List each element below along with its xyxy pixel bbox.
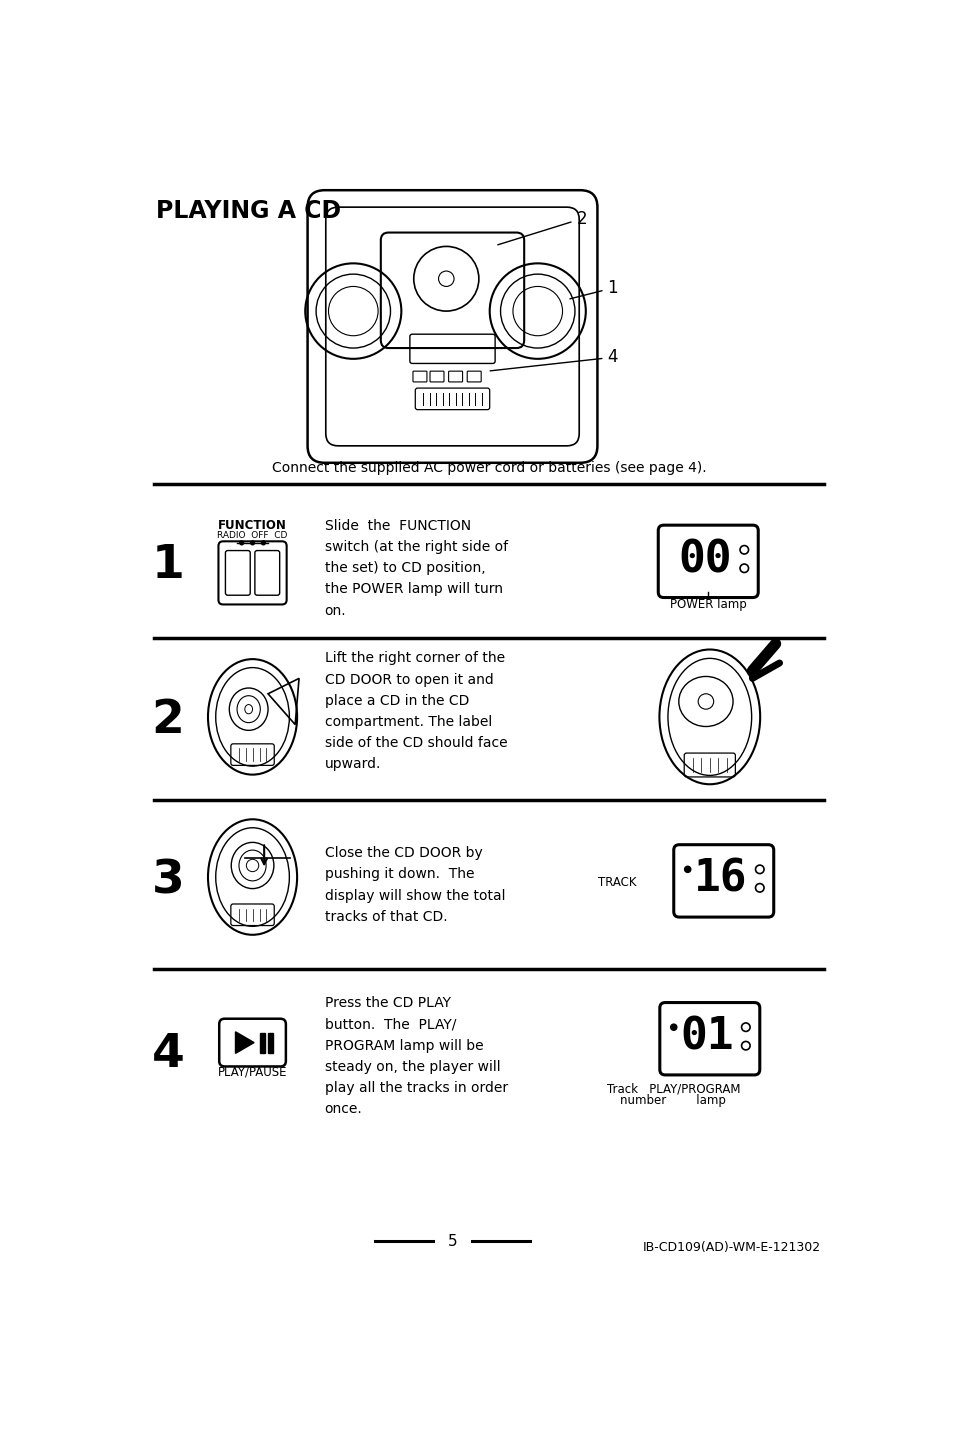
Circle shape — [261, 541, 265, 545]
Circle shape — [684, 866, 690, 873]
Text: 4: 4 — [152, 1032, 184, 1076]
Text: 16: 16 — [693, 857, 746, 902]
Text: RADIO  OFF  CD: RADIO OFF CD — [217, 531, 288, 539]
Text: 1: 1 — [152, 542, 184, 588]
Text: IB-CD109(AD)-WM-E-121302: IB-CD109(AD)-WM-E-121302 — [641, 1241, 820, 1254]
FancyBboxPatch shape — [658, 525, 758, 598]
Text: POWER lamp: POWER lamp — [669, 598, 746, 611]
FancyBboxPatch shape — [673, 844, 773, 917]
Circle shape — [740, 1023, 749, 1032]
Circle shape — [251, 541, 254, 545]
Polygon shape — [235, 1032, 253, 1053]
Text: number        lamp: number lamp — [619, 1093, 725, 1106]
Circle shape — [740, 1042, 749, 1050]
Text: 00: 00 — [678, 538, 731, 581]
Circle shape — [239, 541, 243, 545]
Bar — [268, 1033, 273, 1053]
Text: 3: 3 — [152, 859, 184, 903]
Text: 1: 1 — [569, 279, 618, 299]
Text: Slide  the  FUNCTION
switch (at the right side of
the set) to CD position,
the P: Slide the FUNCTION switch (at the right … — [324, 519, 507, 618]
Text: 01: 01 — [679, 1016, 733, 1059]
Text: PLAY/PAUSE: PLAY/PAUSE — [217, 1065, 287, 1079]
FancyBboxPatch shape — [659, 1003, 759, 1075]
Circle shape — [670, 1025, 676, 1030]
Text: Lift the right corner of the
CD DOOR to open it and
place a CD in the CD
compart: Lift the right corner of the CD DOOR to … — [324, 651, 507, 771]
Circle shape — [740, 564, 748, 572]
Bar — [260, 1033, 265, 1053]
Text: TRACK: TRACK — [597, 876, 636, 889]
Text: Close the CD DOOR by
pushing it down.  The
display will show the total
tracks of: Close the CD DOOR by pushing it down. Th… — [324, 846, 504, 923]
Text: Press the CD PLAY
button.  The  PLAY/
PROGRAM lamp will be
steady on, the player: Press the CD PLAY button. The PLAY/ PROG… — [324, 996, 507, 1116]
Text: 2: 2 — [497, 210, 586, 245]
Text: 2: 2 — [152, 698, 184, 743]
Text: 5: 5 — [447, 1234, 456, 1249]
Text: PLAYING A CD: PLAYING A CD — [156, 199, 341, 223]
Text: Connect the supplied AC power cord or batteries (see page 4).: Connect the supplied AC power cord or ba… — [272, 461, 705, 475]
Text: FUNCTION: FUNCTION — [218, 518, 287, 532]
Circle shape — [755, 866, 763, 873]
Text: 4: 4 — [490, 348, 618, 371]
Text: Track   PLAY/PROGRAM: Track PLAY/PROGRAM — [606, 1082, 740, 1095]
Circle shape — [755, 883, 763, 892]
Circle shape — [740, 545, 748, 554]
